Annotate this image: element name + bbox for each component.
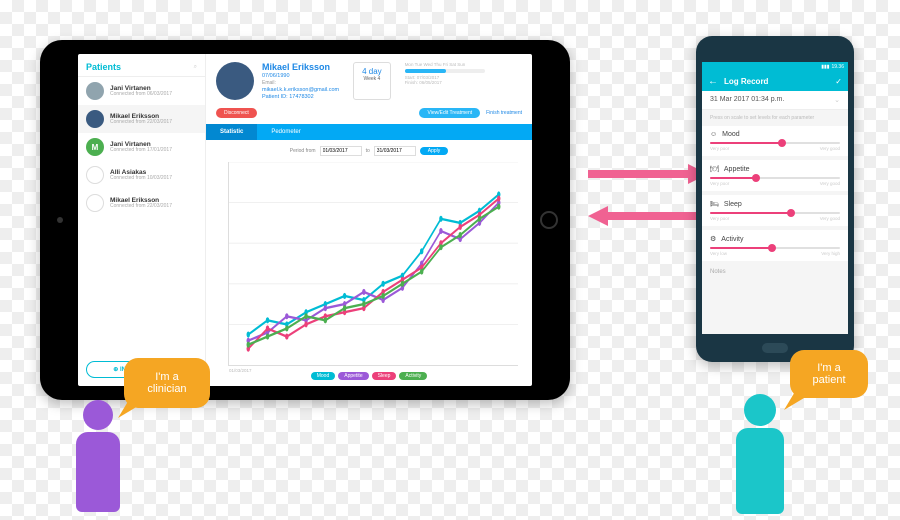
camera-dot <box>57 217 63 223</box>
clinician-bubble-text: I'm a clinician <box>147 371 186 395</box>
avatar <box>216 62 254 100</box>
check-icon[interactable]: ✓ <box>835 77 842 86</box>
tablet-screen: Patients ⌕ Jani VirtanenConnected from 0… <box>78 54 532 386</box>
back-icon[interactable]: ← <box>708 76 718 87</box>
view-treatment-button[interactable]: View/Edit Treatment <box>419 108 480 118</box>
slider[interactable] <box>710 247 840 249</box>
legend-item[interactable]: Appetite <box>338 372 368 380</box>
phone-header: ← Log Record ✓ <box>702 72 848 91</box>
phone-screen: ▮▮▮ 19.36 ← Log Record ✓ 31 Mar 2017 01:… <box>702 62 848 334</box>
patient-name: Mikael Eriksson <box>262 62 339 72</box>
instruction-text: Press on scale to set levels for each pa… <box>702 110 848 126</box>
notes-label: Notes <box>702 265 848 279</box>
legend-item[interactable]: Activity <box>399 372 427 380</box>
period-from-label: Period from <box>290 148 316 154</box>
param-row: ⚙ActivityVery lowVery high <box>702 230 848 261</box>
slider[interactable] <box>710 212 840 214</box>
patient-list: Jani VirtanenConnected from 06/03/2017Mi… <box>78 77 205 353</box>
tabs: Statistic Pedometer <box>206 124 532 140</box>
finish-treatment-link[interactable]: Finish treatment <box>486 110 522 116</box>
period-to-label: to <box>366 148 370 154</box>
phone-title: Log Record <box>724 77 829 86</box>
signal-icon: ▮▮▮ <box>821 64 829 70</box>
chart-legend: MoodAppetite SleepActivity <box>206 372 532 386</box>
list-item[interactable]: Mikael ErikssonConnected from 22/03/2017 <box>78 105 205 133</box>
status-time: 19.36 <box>831 64 844 70</box>
params-list: ☺MoodVery poorVery good 🍽AppetiteVery poo… <box>702 126 848 261</box>
phone-device: ▮▮▮ 19.36 ← Log Record ✓ 31 Mar 2017 01:… <box>696 36 854 362</box>
tab-pedometer[interactable]: Pedometer <box>257 124 314 140</box>
sidebar-header: Patients ⌕ <box>78 54 205 77</box>
legend-item[interactable]: Sleep <box>372 372 397 380</box>
arrow-right <box>588 164 708 184</box>
period-filter: Period from to Apply <box>206 140 532 162</box>
date-from-input[interactable] <box>320 146 362 156</box>
week-value: Week 4 <box>362 76 382 82</box>
slider[interactable] <box>710 142 840 144</box>
line-chart: 01/03/2017 <box>228 162 518 366</box>
patient-email: mikael.k.k.eriksson@gmail.com <box>262 87 339 93</box>
day-box: 4 day Week 4 <box>353 62 391 100</box>
param-row: 🍽AppetiteVery poorVery good <box>702 160 848 191</box>
tab-statistic[interactable]: Statistic <box>206 124 257 140</box>
patient-bubble-text: I'm a patient <box>812 362 845 386</box>
list-item[interactable]: MJani VirtanenConnected from 17/01/2017 <box>78 133 205 161</box>
sidebar-title: Patients <box>86 62 121 72</box>
apply-button[interactable]: Apply <box>420 147 449 155</box>
patient-icon <box>736 394 784 514</box>
chart-x-label: 01/03/2017 <box>229 368 252 373</box>
param-row: 🛏SleepVery poorVery good <box>702 195 848 226</box>
search-icon[interactable]: ⌕ <box>194 64 197 71</box>
chevron-down-icon: ⌄ <box>834 96 840 104</box>
date-to-input[interactable] <box>374 146 416 156</box>
clinician-icon <box>76 400 120 512</box>
disconnect-button[interactable]: Disconnect <box>216 108 257 118</box>
arrow-left <box>588 206 708 226</box>
action-row: Disconnect View/Edit Treatment Finish tr… <box>206 108 532 124</box>
param-row: ☺MoodVery poorVery good <box>702 126 848 156</box>
list-item[interactable]: Mikael ErikssonConnected from 22/03/2017 <box>78 189 205 217</box>
weekdays-row: Mon Tue Wed Thu Fri Sat Sun Start: 07/03… <box>405 62 485 100</box>
patient-id: Patient ID: 17478302 <box>262 94 339 100</box>
home-button[interactable] <box>540 211 558 229</box>
patient-dob: 07/06/1990 <box>262 73 339 79</box>
legend-item[interactable]: Mood <box>311 372 336 380</box>
slider[interactable] <box>710 177 840 179</box>
list-item[interactable]: Alli AsiakasConnected from 10/03/2017 <box>78 161 205 189</box>
list-item[interactable]: Jani VirtanenConnected from 06/03/2017 <box>78 77 205 105</box>
patients-sidebar: Patients ⌕ Jani VirtanenConnected from 0… <box>78 54 206 386</box>
profile-header: Mikael Eriksson 07/06/1990 Email: mikael… <box>206 54 532 108</box>
status-bar: ▮▮▮ 19.36 <box>702 62 848 72</box>
day-value: 4 day <box>362 67 382 76</box>
datetime-text: 31 Mar 2017 01:34 p.m. <box>710 96 784 104</box>
main-panel: Mikael Eriksson 07/06/1990 Email: mikael… <box>206 54 532 386</box>
tablet-device: Patients ⌕ Jani VirtanenConnected from 0… <box>40 40 570 400</box>
email-label: Email: <box>262 80 339 86</box>
datetime-row[interactable]: 31 Mar 2017 01:34 p.m. ⌄ <box>702 91 848 110</box>
